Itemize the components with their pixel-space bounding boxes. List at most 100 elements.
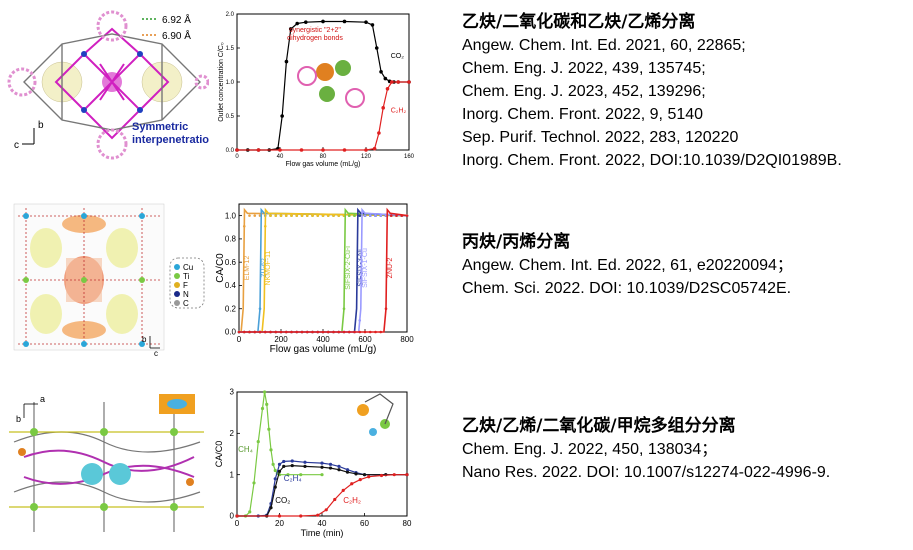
reference-line: Sep. Purif. Technol. 2022, 283, 120220 [462,129,739,146]
y-tick-label: 1 [230,470,235,479]
reference-block-1: 乙炔/二氧化碳和乙炔/乙烯分离 Angew. Chem. Int. Ed. 20… [462,10,842,172]
data-point [353,330,356,334]
series-label: ZNU-2 [387,258,394,279]
data-point [300,330,304,334]
data-point [358,319,362,322]
data-point [282,464,286,468]
series-label: ELM-12 [244,256,251,281]
data-point [273,468,277,473]
reference-line: Angew. Chem. Int. Ed. 2021, 60, 22865; [462,37,746,54]
framework-structure-image-3: a b [9,394,204,532]
data-point [354,472,358,476]
data-point [258,307,262,311]
x-tick-label: 60 [360,519,369,528]
data-point [277,462,282,466]
data-point [274,214,278,217]
data-point [263,330,267,334]
data-point [358,478,362,482]
reference-line: Inorg. Chem. Front. 2022, DOI:10.1039/D2… [462,152,842,169]
molecule-illustration [364,393,394,425]
reference-line: Chem. Eng. J. 2022, 439, 135745; [462,60,706,77]
data-point [364,148,368,152]
axis-c-label: c [154,349,158,358]
series-label-c2h2: C₂H₂ [391,108,407,115]
reference-line: Chem. Eng. J. 2023, 452, 139296; [462,83,706,100]
data-point [328,462,333,466]
framework-gray [13,402,201,532]
data-point [282,459,286,464]
data-point [367,475,371,479]
data-point [326,330,330,334]
y-tick-label: 0.0 [225,328,237,337]
metal-nodes [18,428,194,511]
data-point [321,148,325,152]
breakthrough-chart-1: 0 40 80 120 160 0.0 0.5 1.0 1.5 2.0 Flow gas volum… [218,12,415,168]
data-point [304,20,308,24]
legend-label: Cu [183,263,193,272]
data-point [337,468,341,472]
distance-label-2: 6.90 Å [162,29,191,42]
data-point [295,21,299,26]
data-point [252,481,256,485]
data-point [290,214,293,217]
x-tick-label: 0 [235,154,239,160]
row-multicomponent: a b 0 20 40 60 80 0 1 2 3 Time (min) CA/C0 CH₄ C₂H₄ C… [0,378,913,549]
data-point [277,469,282,473]
series-line [237,460,407,517]
y-tick-label: 2 [230,429,235,438]
data-point [242,225,246,228]
reference-line: Nano Res. 2022. DOI: 10.1007/s12274-022-… [462,464,831,481]
molecule-illustration [369,428,377,436]
data-point [299,473,303,477]
data-point [263,390,267,394]
axis-c-label: c [14,140,19,151]
data-point [341,488,345,492]
y-tick-label: 1.0 [226,80,235,86]
data-point [278,148,282,152]
data-point [320,465,324,469]
reference-line: Angew. Chem. Int. Ed. 2022, 61, e2022009… [462,257,793,274]
x-tick-label: 160 [404,154,415,160]
data-point [345,468,350,472]
distance-label-1: 6.92 Å [162,13,191,26]
data-point [337,330,341,334]
framework-purple [23,449,195,485]
y-tick-label: 0.6 [225,258,237,267]
data-point [284,214,288,217]
data-point [269,448,273,452]
molecule-illustration [297,66,317,86]
data-point [242,330,246,334]
data-point [280,114,284,118]
row-propyne-propylene: Cu Ti F N C b c 0 200 400 600 800 0.0 0.2 0.4 0.6 0.8… [0,192,913,364]
caption-line2: interpenetration [132,134,209,146]
data-point [299,514,303,518]
data-point [333,497,337,502]
data-point [400,214,404,217]
y-tick-label: 0.2 [225,304,237,313]
data-point [284,330,288,334]
x-tick-label: 0 [235,519,240,528]
series-line [239,207,408,333]
data-point [305,214,309,217]
data-point [295,330,299,334]
y-tick-label: 0.8 [225,235,237,244]
series-line [237,474,407,517]
data-point [299,148,304,152]
data-point [395,214,398,217]
x-axis-label: Flow gas volume (mL/g) [286,161,361,168]
reference-line: Chem. Eng. J. 2022, 450, 138034； [462,441,718,458]
section-heading-1: 乙炔/二氧化碳和乙炔/乙烯分离 [462,12,696,32]
data-point [290,463,294,468]
data-point [253,214,257,217]
data-point [342,307,346,311]
data-point [248,330,251,334]
legend-swatch [174,273,180,279]
legend-swatch [174,291,180,297]
data-point [303,460,307,464]
data-point [288,27,293,31]
data-point [379,70,383,74]
data-point [290,459,294,463]
data-point [267,427,271,431]
